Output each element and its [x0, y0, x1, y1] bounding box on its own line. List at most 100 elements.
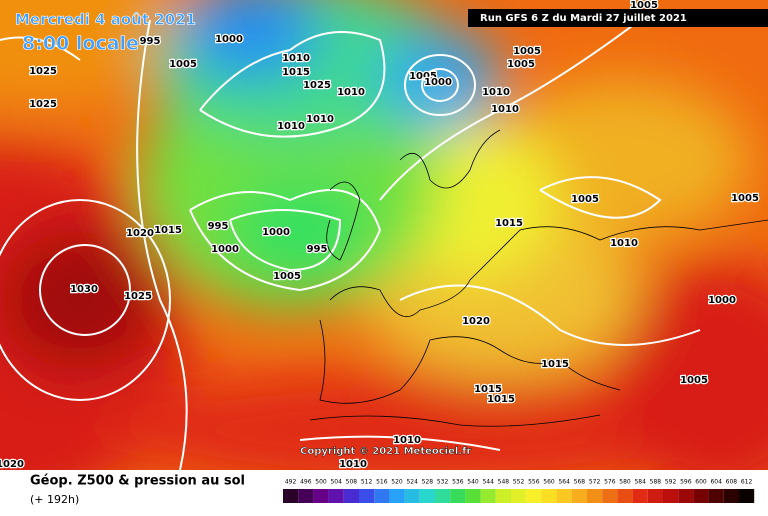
scale-swatch — [450, 489, 466, 503]
scale-swatch — [541, 489, 557, 503]
isobar-label: 1010 — [339, 459, 367, 470]
isobar-label: 1025 — [303, 80, 331, 91]
scale-label: 536 — [452, 479, 464, 486]
scale-label: 504 — [330, 479, 342, 486]
isobar-label: 995 — [140, 36, 161, 47]
scale-label: 528 — [422, 479, 434, 486]
isobar-label: 1005 — [169, 59, 197, 70]
isobar-label: 1015 — [282, 67, 310, 78]
scale-swatch — [435, 489, 451, 503]
isobar-label: 1010 — [277, 121, 305, 132]
scale-swatch — [465, 489, 481, 503]
isobar-label: 1030 — [70, 284, 98, 295]
isobar-label: 1010 — [282, 53, 310, 64]
footer-title: Géop. Z500 & pression au sol — [30, 474, 245, 489]
scale-label: 556 — [528, 479, 540, 486]
isobar-label: 1000 — [424, 77, 452, 88]
isobar-label: 1005 — [273, 271, 301, 282]
isobar-label: 1025 — [124, 291, 152, 302]
scale-swatch — [495, 489, 511, 503]
isobar-label: 1000 — [211, 244, 239, 255]
isobar-label: 1000 — [708, 295, 736, 306]
scale-swatch — [511, 489, 527, 503]
scale-label: 540 — [467, 479, 479, 486]
scale-swatch — [571, 489, 587, 503]
isobar-label: 1015 — [541, 359, 569, 370]
scale-swatch — [723, 489, 739, 503]
scale-swatch — [343, 489, 359, 503]
scale-swatch — [587, 489, 603, 503]
scale-label: 584 — [634, 479, 646, 486]
scale-label: 576 — [604, 479, 616, 486]
scale-label: 544 — [482, 479, 494, 486]
isobar-label: 1015 — [474, 384, 502, 395]
isobar-label: 1015 — [495, 218, 523, 229]
scale-swatch — [359, 489, 375, 503]
scale-label: 532 — [437, 479, 449, 486]
scale-label: 496 — [300, 479, 312, 486]
isobar-label: 1010 — [610, 238, 638, 249]
isobar-label: 1010 — [337, 87, 365, 98]
scale-label: 600 — [695, 479, 707, 486]
isobar-label: 1010 — [482, 87, 510, 98]
isobar-label: 1010 — [306, 114, 334, 125]
isobar-label: 995 — [307, 244, 328, 255]
scale-swatch — [708, 489, 724, 503]
isobar-label: 1005 — [409, 71, 437, 82]
scale-label: 516 — [376, 479, 388, 486]
scale-swatch — [389, 489, 405, 503]
scale-swatch — [663, 489, 679, 503]
isobar-label: 1015 — [154, 225, 182, 236]
scale-swatch — [404, 489, 420, 503]
scale-label: 524 — [406, 479, 418, 486]
isobar-label: 1005 — [513, 46, 541, 57]
scale-swatch — [693, 489, 709, 503]
scale-label: 552 — [513, 479, 525, 486]
scale-swatch — [313, 489, 329, 503]
scale-swatch — [283, 489, 299, 503]
footer-lead: (+ 192h) — [30, 493, 79, 506]
isobar-label: 1005 — [731, 193, 759, 204]
run-box — [468, 9, 768, 27]
forecast-date: Mercredi 4 août 2021 — [15, 11, 196, 29]
isobar-label: 1005 — [680, 375, 708, 386]
isobar-label: 1000 — [215, 34, 243, 45]
scale-swatch — [419, 489, 435, 503]
isobars — [0, 19, 701, 470]
scale-swatch — [602, 489, 618, 503]
scale-swatch — [556, 489, 572, 503]
scale-label: 560 — [543, 479, 555, 486]
scale-swatch — [298, 489, 314, 503]
scale-label: 596 — [680, 479, 692, 486]
forecast-time: 8:00 locale — [22, 33, 139, 55]
isobar-label: 1000 — [262, 227, 290, 238]
scale-label: 492 — [285, 479, 297, 486]
isobar-label: 1010 — [393, 435, 421, 446]
isobar-label: 1025 — [29, 99, 57, 110]
scale-label: 588 — [650, 479, 662, 486]
scale-swatch — [374, 489, 390, 503]
copyright: Copyright © 2021 Meteociel.fr — [300, 446, 471, 457]
scale-label: 604 — [710, 479, 722, 486]
isobar-label: 1020 — [0, 459, 24, 470]
scale-label: 520 — [391, 479, 403, 486]
scale-label: 608 — [726, 479, 738, 486]
scale-swatch — [328, 489, 344, 503]
color-scale: 492 496 500 504 508 512 516 520 524 528 532 536 540 5… — [283, 479, 755, 503]
scale-swatch — [617, 489, 633, 503]
scale-label: 512 — [361, 479, 373, 486]
isobar-label: 1005 — [507, 59, 535, 70]
isobar-label: 1020 — [126, 228, 154, 239]
scale-label: 500 — [315, 479, 327, 486]
isobar-label: 1020 — [462, 316, 490, 327]
scale-swatch — [647, 489, 663, 503]
isobar-label: 1015 — [487, 394, 515, 405]
scale-label: 580 — [619, 479, 631, 486]
scale-label: 508 — [346, 479, 358, 486]
scale-label: 612 — [741, 479, 753, 486]
scale-swatch — [632, 489, 648, 503]
isobar-label: 1005 — [571, 194, 599, 205]
scale-label: 568 — [574, 479, 586, 486]
